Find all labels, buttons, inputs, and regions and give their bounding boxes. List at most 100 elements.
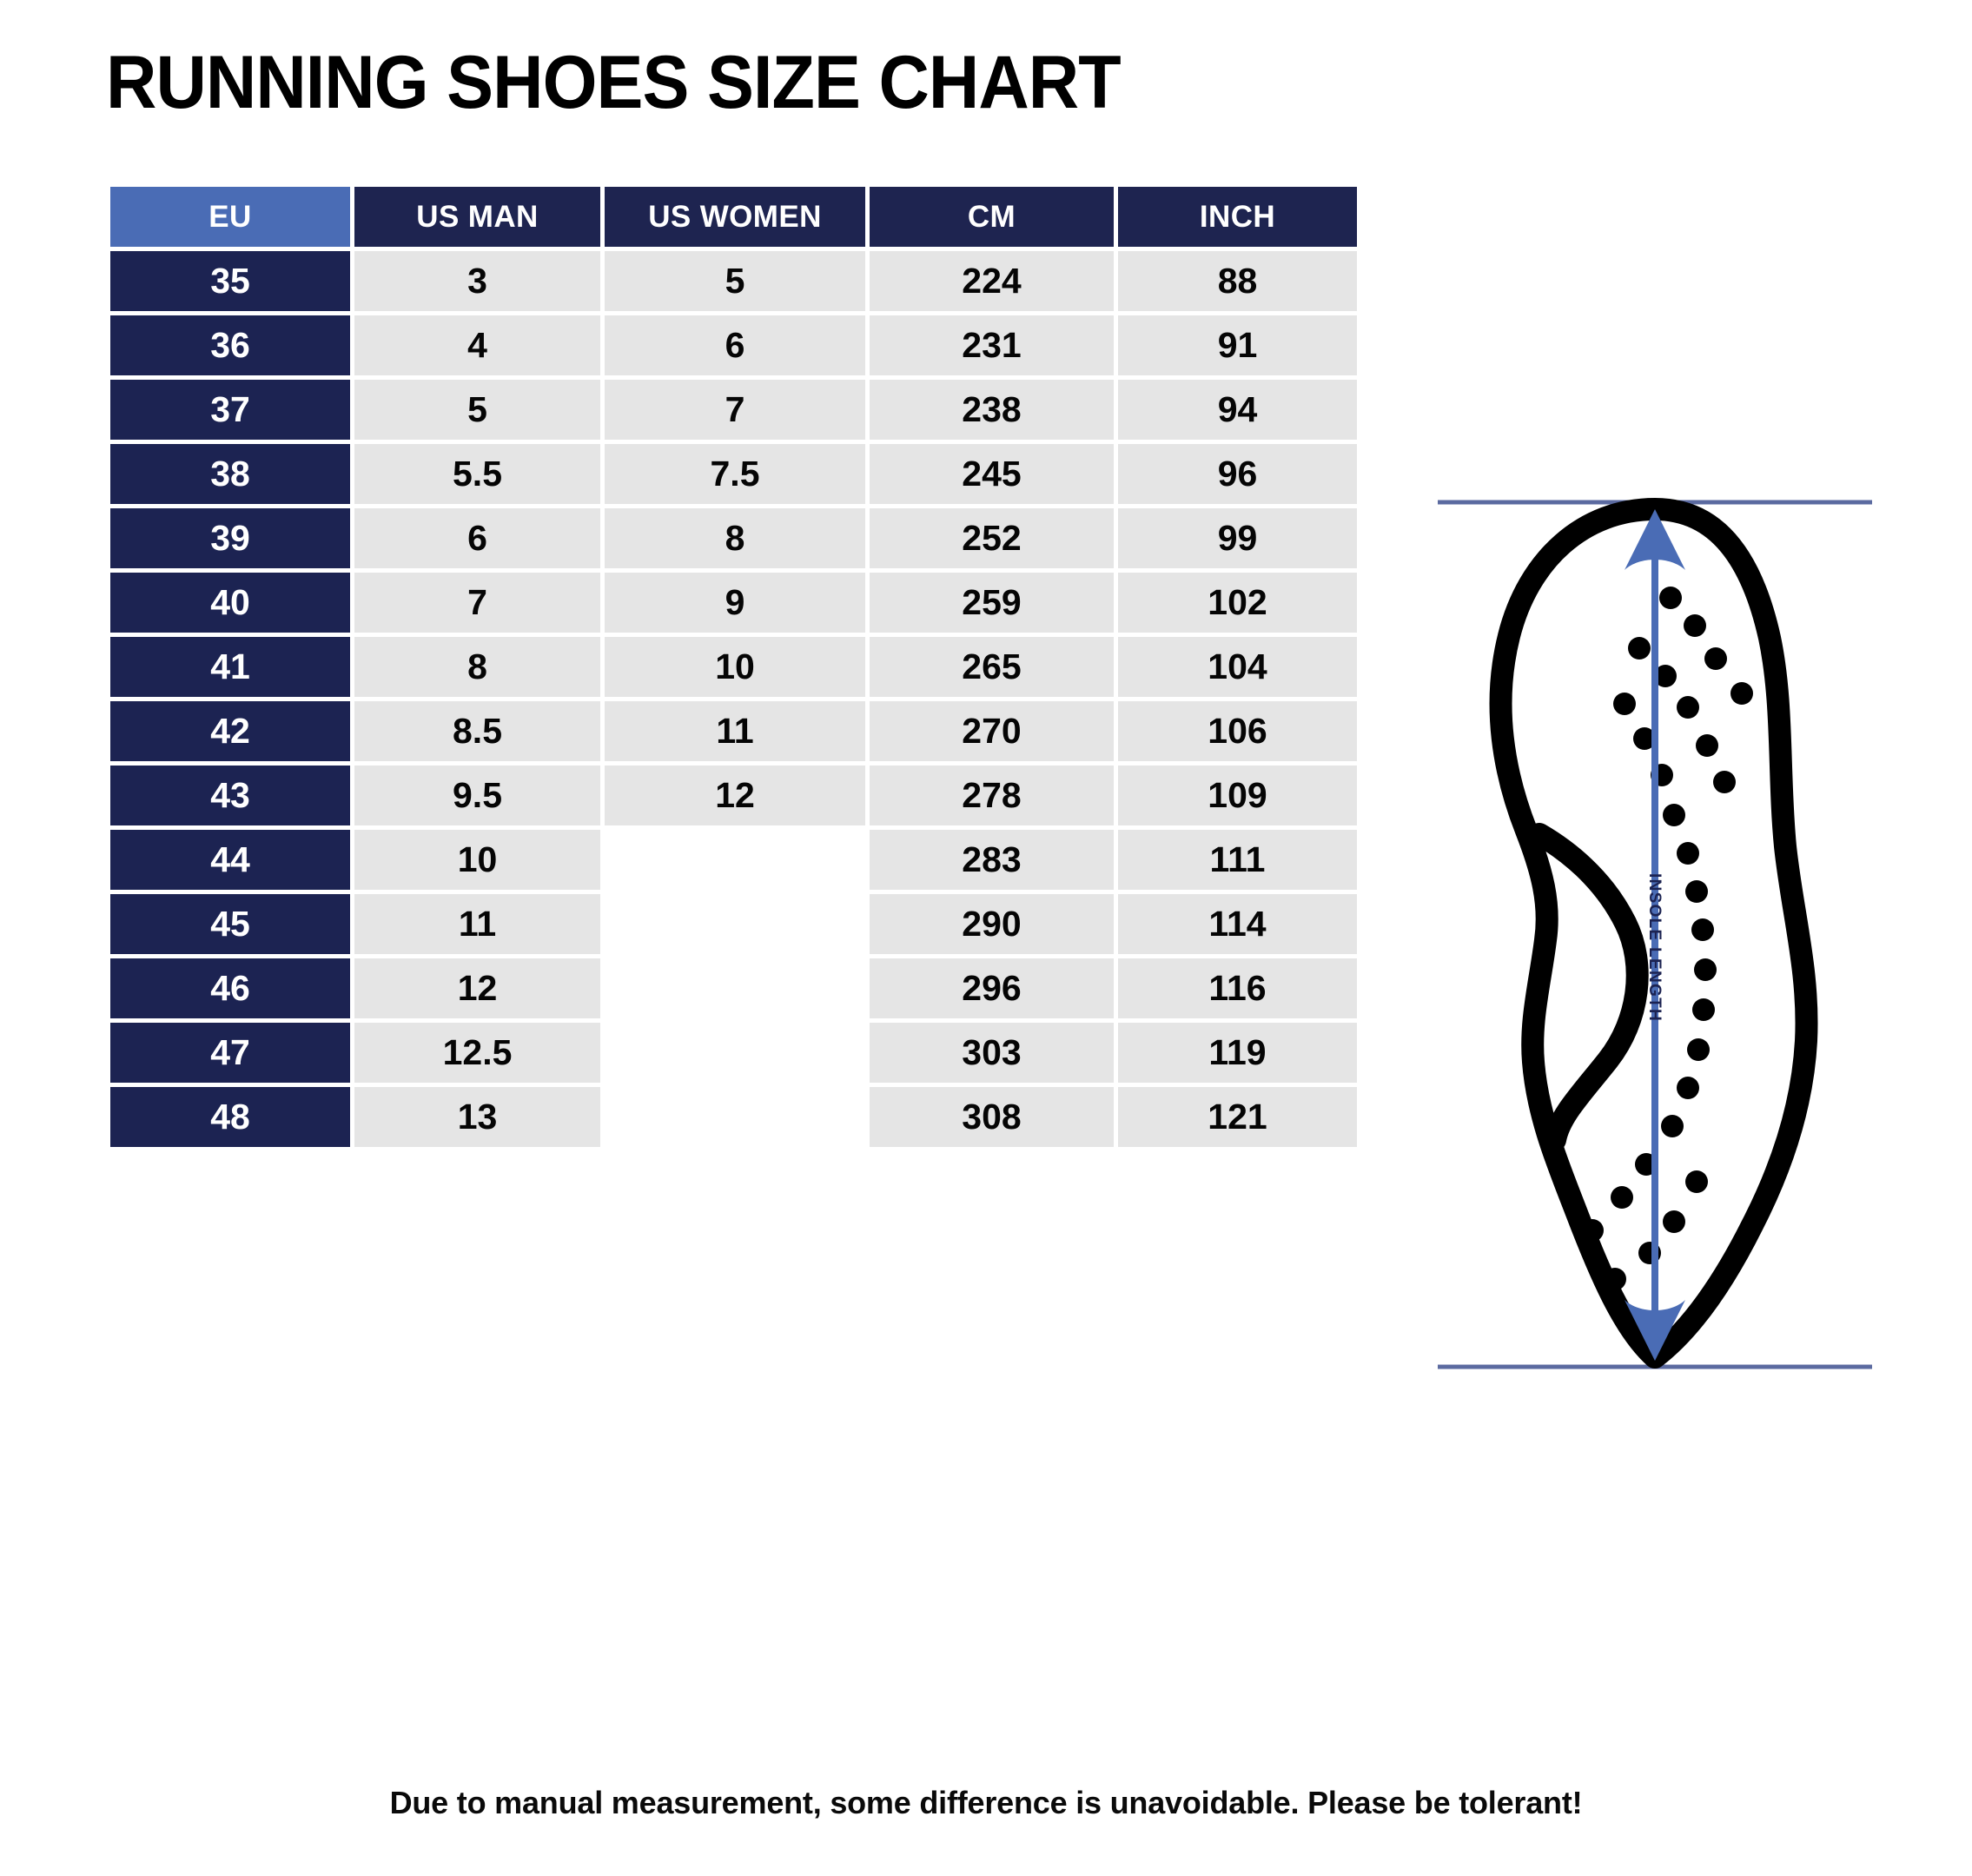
column-header-us-man: US MAN — [354, 187, 600, 247]
cell-us-man: 9.5 — [354, 766, 600, 825]
cell-eu: 37 — [110, 380, 350, 440]
cell-us-women: 7 — [605, 380, 865, 440]
cell-us-man: 12 — [354, 958, 600, 1018]
cell-us-women: 8 — [605, 508, 865, 568]
table-row: 35 3 5 224 88 — [110, 251, 1357, 311]
cell-us-man: 13 — [354, 1087, 600, 1147]
cell-us-women-empty — [605, 1087, 865, 1147]
cell-us-man: 12.5 — [354, 1023, 600, 1083]
column-header-eu: EU — [110, 187, 350, 247]
column-header-inch: INCH — [1118, 187, 1357, 247]
cell-inch: 119 — [1118, 1023, 1357, 1083]
cell-inch: 94 — [1118, 380, 1357, 440]
cell-inch: 109 — [1118, 766, 1357, 825]
cell-cm: 283 — [870, 830, 1114, 890]
cell-eu: 44 — [110, 830, 350, 890]
cell-inch: 104 — [1118, 637, 1357, 697]
size-table: EU US MAN US WOMEN CM INCH 35 3 5 224 88 36 4… — [106, 182, 1361, 1151]
cell-us-women: 7.5 — [605, 444, 865, 504]
cell-us-women-empty — [605, 894, 865, 954]
insole-perforation-dots — [1581, 587, 1753, 1290]
cell-inch: 111 — [1118, 830, 1357, 890]
cell-eu: 40 — [110, 573, 350, 633]
cell-cm: 290 — [870, 894, 1114, 954]
cell-cm: 259 — [870, 573, 1114, 633]
cell-eu: 42 — [110, 701, 350, 761]
column-header-us-women: US WOMEN — [605, 187, 865, 247]
table-row: 41 8 10 265 104 — [110, 637, 1357, 697]
insole-length-label: INSOLE LENGTH — [1645, 873, 1664, 1023]
cell-eu: 35 — [110, 251, 350, 311]
cell-cm: 270 — [870, 701, 1114, 761]
cell-inch: 99 — [1118, 508, 1357, 568]
table-row: 43 9.5 12 278 109 — [110, 766, 1357, 825]
table-header-row: EU US MAN US WOMEN CM INCH — [110, 187, 1357, 247]
cell-cm: 265 — [870, 637, 1114, 697]
cell-eu: 43 — [110, 766, 350, 825]
table-row: 45 11 290 114 — [110, 894, 1357, 954]
cell-us-women-empty — [605, 1023, 865, 1083]
cell-inch: 102 — [1118, 573, 1357, 633]
table-row: 46 12 296 116 — [110, 958, 1357, 1018]
cell-cm: 296 — [870, 958, 1114, 1018]
cell-inch: 91 — [1118, 315, 1357, 375]
table-row: 37 5 7 238 94 — [110, 380, 1357, 440]
cell-cm: 231 — [870, 315, 1114, 375]
cell-inch: 96 — [1118, 444, 1357, 504]
cell-us-man: 8.5 — [354, 701, 600, 761]
cell-us-man: 7 — [354, 573, 600, 633]
cell-eu: 39 — [110, 508, 350, 568]
cell-eu: 38 — [110, 444, 350, 504]
cell-inch: 116 — [1118, 958, 1357, 1018]
cell-inch: 106 — [1118, 701, 1357, 761]
table-row: 38 5.5 7.5 245 96 — [110, 444, 1357, 504]
cell-us-man: 6 — [354, 508, 600, 568]
size-table-container: EU US MAN US WOMEN CM INCH 35 3 5 224 88 36 4… — [106, 182, 1357, 1151]
cell-eu: 47 — [110, 1023, 350, 1083]
cell-eu: 46 — [110, 958, 350, 1018]
table-row: 36 4 6 231 91 — [110, 315, 1357, 375]
table-row: 40 7 9 259 102 — [110, 573, 1357, 633]
cell-us-women: 9 — [605, 573, 865, 633]
cell-eu: 36 — [110, 315, 350, 375]
column-header-cm: CM — [870, 187, 1114, 247]
cell-cm: 245 — [870, 444, 1114, 504]
cell-us-man: 4 — [354, 315, 600, 375]
table-row: 39 6 8 252 99 — [110, 508, 1357, 568]
cell-us-women: 5 — [605, 251, 865, 311]
cell-eu: 45 — [110, 894, 350, 954]
cell-cm: 252 — [870, 508, 1114, 568]
insole-arch-curve — [1528, 823, 1649, 1151]
table-row: 44 10 283 111 — [110, 830, 1357, 890]
insole-outline-icon — [1489, 498, 1818, 1369]
table-row: 42 8.5 11 270 106 — [110, 701, 1357, 761]
cell-us-man: 5.5 — [354, 444, 600, 504]
cell-us-women: 6 — [605, 315, 865, 375]
cell-us-man: 5 — [354, 380, 600, 440]
cell-us-women-empty — [605, 830, 865, 890]
cell-cm: 224 — [870, 251, 1114, 311]
page-title: RUNNING SHOES SIZE CHART — [106, 41, 1122, 124]
cell-inch: 114 — [1118, 894, 1357, 954]
cell-us-man: 8 — [354, 637, 600, 697]
size-table-body: 35 3 5 224 88 36 4 6 231 91 37 5 7 238 94 38 5.5 7.5 24… — [110, 251, 1357, 1147]
measurement-disclaimer: Due to manual measurement, some differen… — [389, 1785, 1583, 1820]
insole-diagram — [1438, 495, 1872, 1373]
cell-eu: 48 — [110, 1087, 350, 1147]
cell-inch: 88 — [1118, 251, 1357, 311]
cell-eu: 41 — [110, 637, 350, 697]
cell-us-women: 12 — [605, 766, 865, 825]
cell-cm: 308 — [870, 1087, 1114, 1147]
cell-us-women-empty — [605, 958, 865, 1018]
cell-us-man: 10 — [354, 830, 600, 890]
cell-cm: 303 — [870, 1023, 1114, 1083]
cell-us-women: 10 — [605, 637, 865, 697]
cell-inch: 121 — [1118, 1087, 1357, 1147]
cell-cm: 238 — [870, 380, 1114, 440]
table-row: 47 12.5 303 119 — [110, 1023, 1357, 1083]
double-headed-vertical-arrow-icon — [1625, 509, 1685, 1361]
cell-cm: 278 — [870, 766, 1114, 825]
cell-us-women: 11 — [605, 701, 865, 761]
table-row: 48 13 308 121 — [110, 1087, 1357, 1147]
